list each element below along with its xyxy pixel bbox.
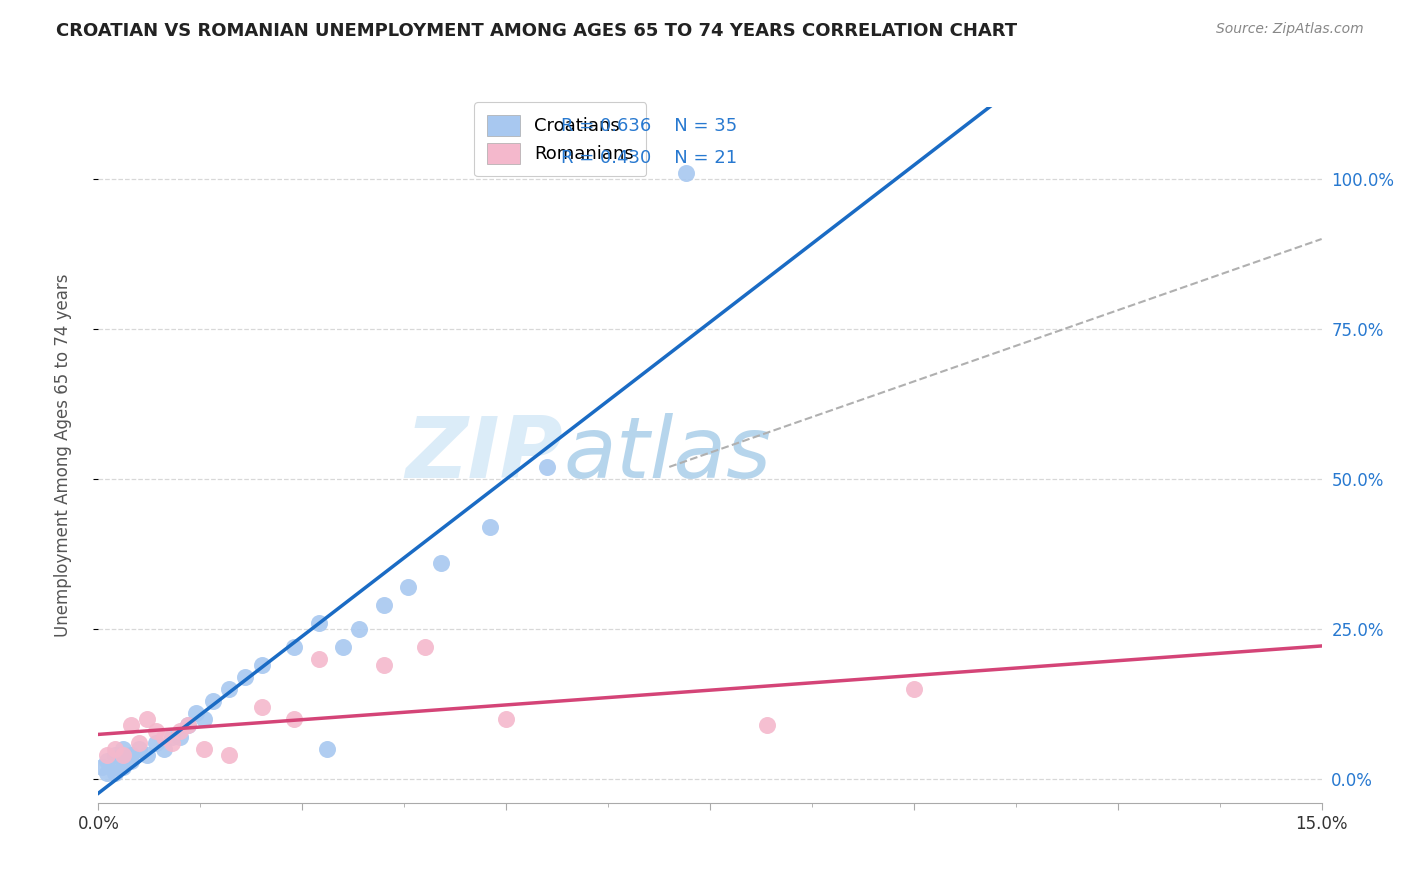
- Text: ZIP: ZIP: [405, 413, 564, 497]
- Y-axis label: Unemployment Among Ages 65 to 74 years: Unemployment Among Ages 65 to 74 years: [53, 273, 72, 637]
- Point: [218, 681, 240, 696]
- Point: [396, 580, 419, 594]
- Point: [128, 741, 150, 756]
- Point: [136, 747, 159, 762]
- Point: [218, 747, 240, 762]
- Point: [373, 657, 395, 672]
- Point: [233, 670, 256, 684]
- Text: atlas: atlas: [564, 413, 772, 497]
- Point: [136, 712, 159, 726]
- Point: [152, 730, 174, 744]
- Point: [104, 765, 127, 780]
- Point: [96, 747, 118, 762]
- Text: Source: ZipAtlas.com: Source: ZipAtlas.com: [1216, 22, 1364, 37]
- Point: [111, 754, 134, 768]
- Point: [145, 736, 167, 750]
- Point: [193, 741, 215, 756]
- Point: [120, 754, 142, 768]
- Point: [160, 730, 183, 744]
- Point: [186, 706, 208, 720]
- Point: [283, 640, 305, 654]
- Point: [96, 754, 118, 768]
- Point: [201, 694, 224, 708]
- Point: [495, 712, 517, 726]
- Point: [283, 712, 305, 726]
- Point: [250, 657, 273, 672]
- Point: [152, 741, 174, 756]
- Legend: Croatians, Romanians: Croatians, Romanians: [474, 103, 647, 177]
- Point: [104, 741, 127, 756]
- Text: R = 0.636    N = 35: R = 0.636 N = 35: [561, 118, 737, 136]
- Point: [675, 166, 697, 180]
- Point: [96, 765, 118, 780]
- Point: [349, 622, 371, 636]
- Point: [430, 556, 453, 570]
- Point: [120, 718, 142, 732]
- Point: [104, 760, 127, 774]
- Point: [308, 615, 330, 630]
- Point: [169, 723, 191, 738]
- Point: [903, 681, 925, 696]
- Point: [332, 640, 354, 654]
- Point: [104, 747, 127, 762]
- Point: [478, 520, 501, 534]
- Point: [111, 760, 134, 774]
- Point: [308, 652, 330, 666]
- Point: [315, 741, 337, 756]
- Point: [413, 640, 436, 654]
- Point: [169, 730, 191, 744]
- Point: [536, 459, 558, 474]
- Point: [120, 747, 142, 762]
- Point: [373, 598, 395, 612]
- Point: [177, 718, 200, 732]
- Text: CROATIAN VS ROMANIAN UNEMPLOYMENT AMONG AGES 65 TO 74 YEARS CORRELATION CHART: CROATIAN VS ROMANIAN UNEMPLOYMENT AMONG …: [56, 22, 1018, 40]
- Point: [160, 736, 183, 750]
- Point: [145, 723, 167, 738]
- Point: [756, 718, 779, 732]
- Point: [250, 699, 273, 714]
- Point: [193, 712, 215, 726]
- Point: [111, 747, 134, 762]
- Text: R = 0.430    N = 21: R = 0.430 N = 21: [561, 149, 737, 167]
- Point: [111, 741, 134, 756]
- Point: [91, 760, 114, 774]
- Point: [177, 718, 200, 732]
- Point: [128, 736, 150, 750]
